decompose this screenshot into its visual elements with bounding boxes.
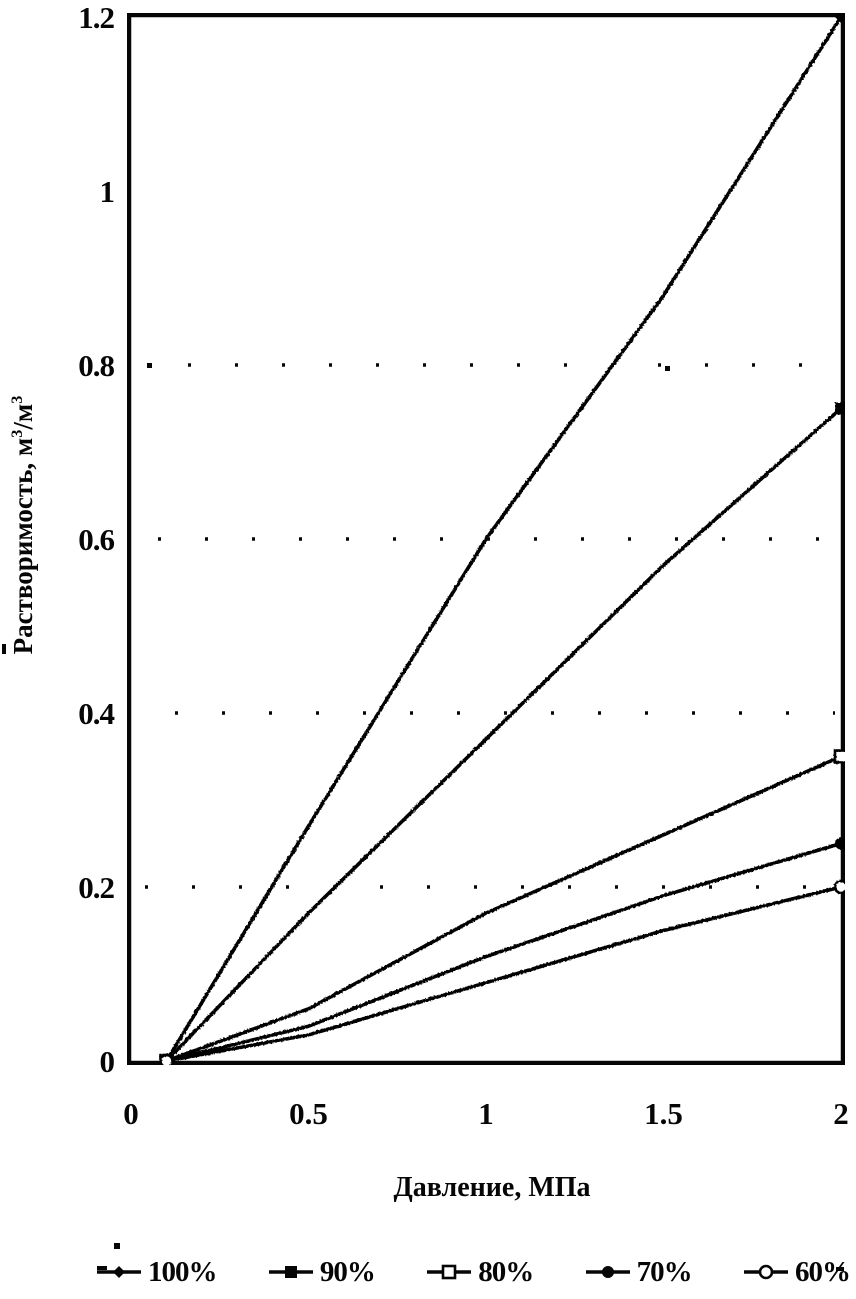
y-tick-1.2: 1.2 [78,0,115,35]
y-tick-0.6: 0.6 [78,522,115,557]
marker-open-square [833,749,845,764]
legend-item-60%: 60% [743,1255,851,1288]
y-tick-0: 0 [99,1044,116,1079]
legend-label: 90% [319,1255,376,1288]
marker-filled-diamond [835,13,845,23]
scan-speck [2,644,6,654]
legend-marker-filled-diamond [97,1266,141,1278]
legend-marker-filled-square [268,1266,313,1278]
scan-speck [665,366,670,371]
legend-item-70%: 70% [585,1255,693,1288]
marker-filled-square [284,1266,297,1278]
y-tick-0.4: 0.4 [78,696,115,731]
y-tick-1: 1 [99,174,116,209]
scan-speck [147,363,152,368]
legend-label: 60% [795,1255,851,1288]
x-tick-2: 2 [833,1096,849,1131]
series-line-70% [164,841,843,1063]
x-axis-title: Давление, МПа [393,1172,591,1203]
legend-marker-open-square [427,1264,472,1280]
legend-label: 80% [478,1255,534,1288]
y-axis-title: Растворимость, м3/м3 [8,395,38,655]
marker-open-square [441,1264,457,1280]
x-tick-0.5: 0.5 [289,1096,328,1131]
chart-legend: 100% 90% 80% 70% 60% [96,1246,851,1298]
x-tick-1.5: 1.5 [644,1096,683,1131]
marker-open-circle [758,1264,774,1280]
legend-item-100%: 100% [96,1255,217,1288]
axes-box [127,13,845,1065]
marker-filled-diamond [113,1266,125,1278]
marker-filled-circle [835,837,845,850]
legend-item-90%: 90% [268,1255,376,1288]
series-line-100% [164,15,843,1063]
y-tick-0.8: 0.8 [78,348,115,383]
series-line-90% [164,406,843,1063]
scan-speck [114,1243,120,1249]
series-line-60% [164,885,843,1063]
series-lines [159,13,845,1065]
legend-marker-filled-circle [585,1266,630,1278]
marker-filled-circle [601,1266,614,1278]
legend-label: 70% [636,1255,693,1288]
legend-label: 100% [148,1255,217,1288]
scan-speck [836,1267,844,1271]
legend-item-80%: 80% [426,1255,534,1288]
x-tick-1: 1 [478,1096,494,1131]
scan-speck [97,1266,107,1270]
series-line-80% [164,754,843,1063]
marker-open-circle [159,1053,174,1065]
x-tick-0: 0 [123,1096,139,1131]
legend-marker-open-circle [744,1264,788,1280]
plot-area [127,13,845,1065]
marker-filled-square [835,402,845,415]
y-tick-0.2: 0.2 [78,870,115,905]
marker-open-circle [833,879,845,895]
